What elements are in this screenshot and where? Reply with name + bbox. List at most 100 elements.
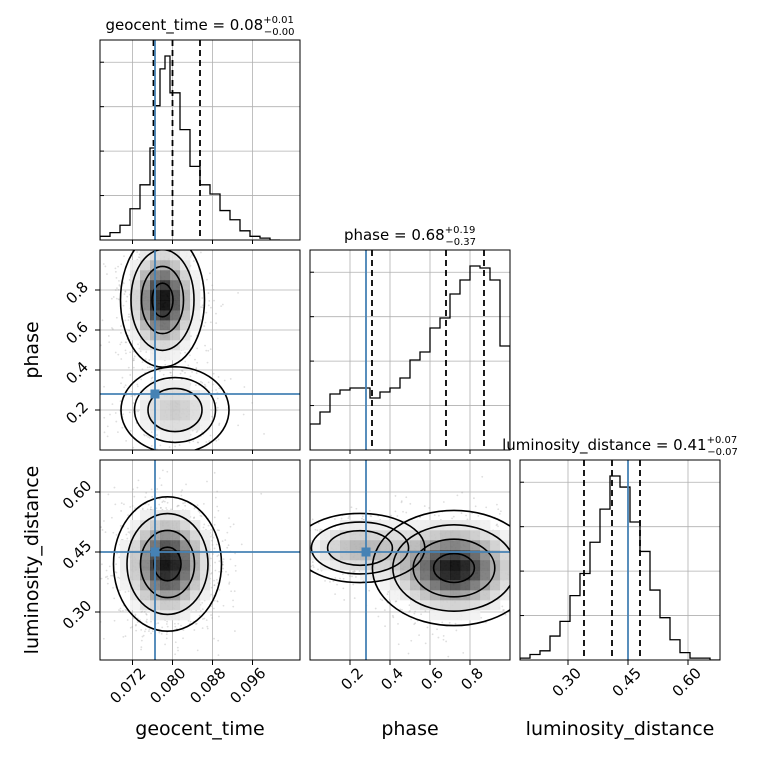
density-cell <box>170 300 181 311</box>
sample-point <box>148 436 151 439</box>
sample-point <box>124 290 127 293</box>
density-cell <box>450 540 461 551</box>
panel-content <box>310 460 552 669</box>
density-cell <box>170 600 181 611</box>
sample-point <box>166 244 168 246</box>
sample-point <box>213 599 216 602</box>
sample-point <box>180 490 183 493</box>
density-cell <box>390 530 401 541</box>
sample-point <box>125 300 128 303</box>
sample-point <box>165 623 168 625</box>
sample-point <box>523 532 525 534</box>
sample-point <box>213 584 216 587</box>
sample-point <box>201 304 204 307</box>
sample-point <box>186 452 188 454</box>
sample-point <box>216 600 219 603</box>
sample-point <box>503 609 505 611</box>
sample-point <box>550 541 552 543</box>
sample-point <box>396 515 399 517</box>
sample-point <box>136 621 139 624</box>
density-cell <box>160 560 171 571</box>
sample-point <box>125 341 128 344</box>
sample-point <box>230 590 233 593</box>
sample-point <box>174 625 177 628</box>
sample-point <box>128 411 131 414</box>
density-cell <box>190 540 201 551</box>
sample-point <box>222 561 224 563</box>
density-cell <box>170 270 181 281</box>
density-cell <box>370 550 381 561</box>
sample-point <box>125 352 127 355</box>
density-cell <box>350 530 361 541</box>
sample-point <box>424 610 427 612</box>
sample-point <box>489 667 491 669</box>
density-cell <box>160 610 171 621</box>
sample-point <box>106 582 109 585</box>
y-tick-label: 0.60 <box>59 477 95 513</box>
sample-point <box>473 497 475 500</box>
sample-point <box>167 247 169 249</box>
sample-point <box>136 383 139 386</box>
sample-point <box>410 639 413 642</box>
density-cell <box>160 280 171 291</box>
sample-point <box>138 661 140 663</box>
sample-point <box>525 532 527 534</box>
sample-point <box>112 531 115 534</box>
sample-point <box>211 617 214 619</box>
sample-point <box>150 488 153 491</box>
sample-point <box>521 589 523 591</box>
sample-point <box>162 228 164 230</box>
y-tick-label: 0.45 <box>59 537 95 573</box>
density-cell <box>170 310 181 321</box>
x-tick-label: 0.096 <box>226 664 269 707</box>
density-cell <box>160 270 171 281</box>
density-cell <box>500 570 510 581</box>
density-cell <box>480 530 491 541</box>
sample-point <box>104 576 107 579</box>
sample-point <box>164 232 166 234</box>
density-cell <box>130 290 141 301</box>
sample-point <box>101 563 103 566</box>
sample-point <box>174 247 176 249</box>
sample-point <box>195 622 198 625</box>
density-cell <box>140 570 151 581</box>
density-cell <box>140 330 151 341</box>
density-cell <box>140 270 151 281</box>
sample-point <box>353 597 356 600</box>
sample-point <box>496 523 499 526</box>
sample-point <box>222 563 224 566</box>
sample-point <box>128 329 131 332</box>
sample-point <box>103 431 106 434</box>
sample-point <box>122 282 125 285</box>
density-cell <box>190 550 201 561</box>
sample-point <box>504 613 507 616</box>
sample-point <box>151 630 154 633</box>
sample-point <box>176 505 179 508</box>
sample-point <box>217 438 220 441</box>
sample-point <box>182 502 185 505</box>
sample-point <box>186 173 188 175</box>
x-axis-label-luminosity_distance: luminosity_distance <box>526 718 715 740</box>
sample-point <box>100 526 102 529</box>
density-cell <box>340 560 351 571</box>
sample-point <box>310 565 313 568</box>
sample-point <box>106 575 109 578</box>
sample-point <box>222 558 225 560</box>
density-cell <box>140 310 151 321</box>
density-cell <box>500 580 510 591</box>
sample-point <box>386 593 389 596</box>
sample-point <box>181 247 183 249</box>
sample-point <box>200 380 202 383</box>
title-value: phase = 0.68 <box>344 226 445 244</box>
density-cell <box>450 570 461 581</box>
sample-point <box>445 640 448 643</box>
density-cell <box>320 550 331 561</box>
sample-point <box>114 267 117 270</box>
sample-point <box>131 626 134 628</box>
sample-point <box>362 515 364 518</box>
density-cell <box>180 250 191 261</box>
density-cell <box>410 560 421 571</box>
sample-point <box>448 621 451 624</box>
density-cell <box>320 560 331 571</box>
density-cell <box>130 280 141 291</box>
